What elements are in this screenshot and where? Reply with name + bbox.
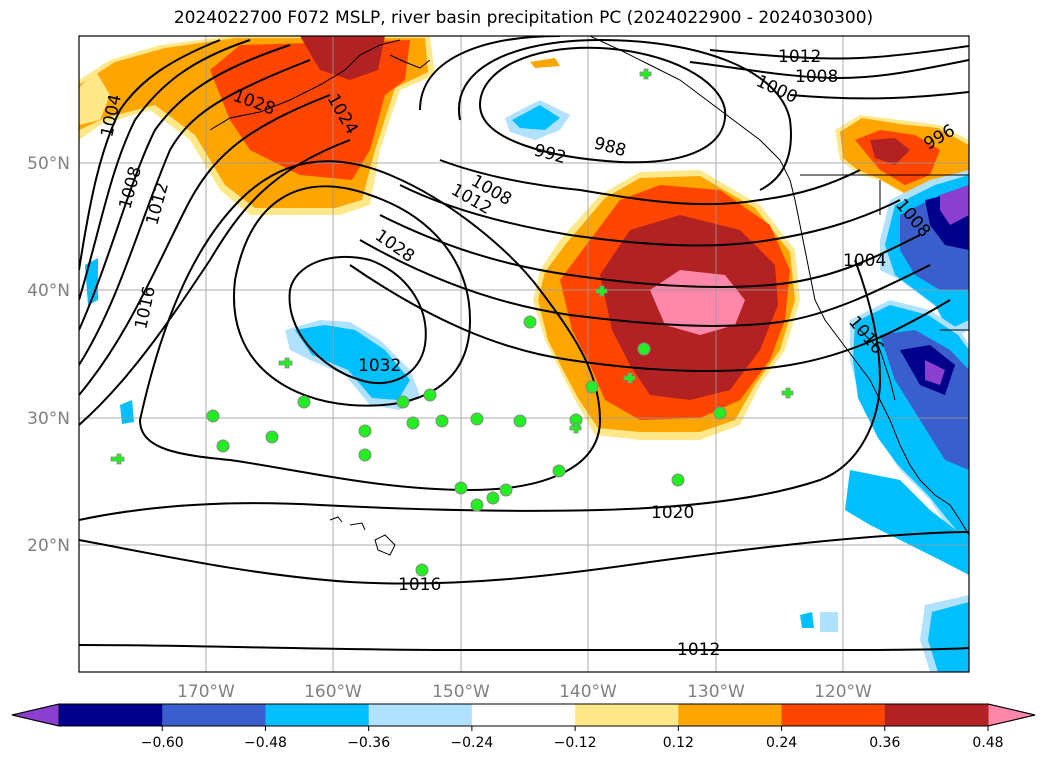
map-frame [78,35,970,673]
isobars [79,36,969,652]
colorbar-tick-label: −0.60 [141,735,184,751]
colorbar-tick-label: −0.48 [244,735,287,751]
isobar-label: 1016 [398,575,441,595]
lat-label: 20°N [27,536,70,556]
colorbar-outline [11,703,1036,727]
colorbar-segment [368,704,473,726]
colorbar-segment [884,704,989,726]
colorbar-segment [575,704,679,726]
lat-label: 40°N [27,281,70,301]
isobar-label: 1020 [651,503,694,523]
precip-fill-gulf-alaska [505,58,570,140]
isobar-label: 1004 [843,251,886,271]
lon-label: 170°W [177,682,235,702]
isobar-label: 1008 [795,67,838,87]
colorbar-tick-label: 0.36 [869,735,900,751]
colorbar-segment [59,704,163,726]
longitude-labels: 170°W 160°W 150°W 140°W 130°W 120°W [177,682,872,702]
colorbar-extend-max [987,703,1036,727]
isobar-label: 1012 [677,640,720,660]
colorbar-tick-label: −0.24 [450,735,493,751]
precip-fill-blue-center [285,320,420,410]
lon-label: 150°W [432,682,490,702]
precip-fill-west-edge [79,70,110,125]
colorbar-segment [678,704,783,726]
lat-label: 50°N [27,154,70,174]
basin-markers [110,68,794,577]
colorbar-segment [162,704,266,726]
map-plot-area: 1004 1008 1012 1016 1028 1024 1028 1032 … [79,36,969,672]
isobar-label: 1012 [778,47,821,67]
colorbar-extend-min [11,703,60,727]
precip-fill-southwest-us [800,170,969,672]
colorbar-tick-label: 0.12 [663,735,694,751]
lon-label: 160°W [304,682,362,702]
colorbar-segment [471,704,576,726]
colorbar-segment [265,704,370,726]
colorbar-tick-label: −0.36 [347,735,390,751]
colorbar-segment [781,704,886,726]
precip-fill-northwest [79,36,435,215]
map-title: 2024022700 F072 MSLP, river basin precip… [173,8,874,28]
colorbar: −0.60 −0.48 −0.36 −0.24 −0.12 0.12 0.24 0.36 0.4… [11,703,1036,751]
colorbar-tick-label: 0.48 [972,735,1003,751]
colorbar-tick-label: 0.24 [766,735,797,751]
colorbar-tick-label: −0.12 [554,735,597,751]
latitude-labels: 50°N 40°N 30°N 20°N [27,154,70,556]
lat-label: 30°N [27,409,70,429]
lon-label: 120°W [814,682,872,702]
isobar-label: 1032 [358,356,401,376]
lon-label: 130°W [687,682,745,702]
lon-label: 140°W [559,682,617,702]
